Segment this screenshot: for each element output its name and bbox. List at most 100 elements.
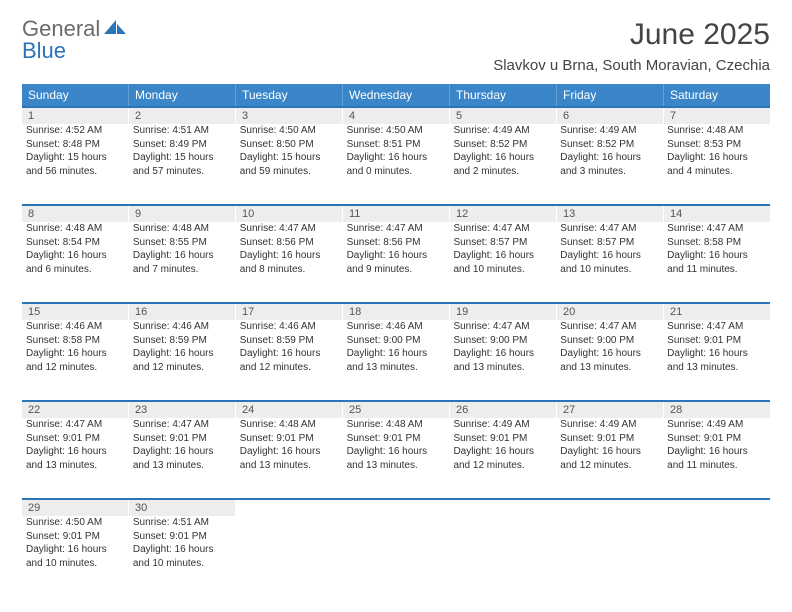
daynum-blank: [557, 500, 664, 516]
day-cell-empty: [449, 516, 556, 596]
daynum-15: 15: [22, 304, 129, 320]
week-row: Sunrise: 4:48 AMSunset: 8:54 PMDaylight:…: [22, 222, 770, 302]
sunrise-line: Sunrise: 4:47 AM: [453, 222, 552, 236]
daynum-blank: [664, 500, 770, 516]
daylight-line-2: and 12 minutes.: [560, 459, 659, 473]
sunset-line: Sunset: 9:01 PM: [453, 432, 552, 446]
daylight-line-2: and 10 minutes.: [133, 557, 232, 571]
day-cell-21: Sunrise: 4:47 AMSunset: 9:01 PMDaylight:…: [663, 320, 770, 400]
dow-friday: Friday: [557, 84, 664, 106]
daynum-row: 1234567: [22, 106, 770, 124]
sunrise-line: Sunrise: 4:50 AM: [347, 124, 446, 138]
location-text: Slavkov u Brna, South Moravian, Czechia: [493, 57, 770, 74]
daylight-line-1: Daylight: 16 hours: [453, 151, 552, 165]
sunrise-line: Sunrise: 4:47 AM: [133, 418, 232, 432]
daylight-line-1: Daylight: 16 hours: [560, 347, 659, 361]
daylight-line-2: and 56 minutes.: [26, 165, 125, 179]
daylight-line-2: and 2 minutes.: [453, 165, 552, 179]
sunset-line: Sunset: 8:57 PM: [560, 236, 659, 250]
day-cell-22: Sunrise: 4:47 AMSunset: 9:01 PMDaylight:…: [22, 418, 129, 498]
daynum-blank: [450, 500, 557, 516]
sunrise-line: Sunrise: 4:46 AM: [26, 320, 125, 334]
daylight-line-1: Daylight: 16 hours: [347, 347, 446, 361]
daylight-line-2: and 11 minutes.: [667, 263, 766, 277]
day-cell-12: Sunrise: 4:47 AMSunset: 8:57 PMDaylight:…: [449, 222, 556, 302]
daynum-8: 8: [22, 206, 129, 222]
daynum-14: 14: [664, 206, 770, 222]
week-row: Sunrise: 4:50 AMSunset: 9:01 PMDaylight:…: [22, 516, 770, 596]
daynum-29: 29: [22, 500, 129, 516]
sunrise-line: Sunrise: 4:47 AM: [347, 222, 446, 236]
daylight-line-2: and 13 minutes.: [347, 361, 446, 375]
daylight-line-2: and 59 minutes.: [240, 165, 339, 179]
sunrise-line: Sunrise: 4:49 AM: [560, 124, 659, 138]
daylight-line-2: and 13 minutes.: [560, 361, 659, 375]
dow-wednesday: Wednesday: [343, 84, 450, 106]
sunset-line: Sunset: 9:01 PM: [133, 432, 232, 446]
day-cell-4: Sunrise: 4:50 AMSunset: 8:51 PMDaylight:…: [343, 124, 450, 204]
day-cell-28: Sunrise: 4:49 AMSunset: 9:01 PMDaylight:…: [663, 418, 770, 498]
daynum-11: 11: [343, 206, 450, 222]
sunrise-line: Sunrise: 4:49 AM: [453, 124, 552, 138]
sunrise-line: Sunrise: 4:49 AM: [560, 418, 659, 432]
day-cell-2: Sunrise: 4:51 AMSunset: 8:49 PMDaylight:…: [129, 124, 236, 204]
daylight-line-1: Daylight: 16 hours: [26, 347, 125, 361]
daynum-22: 22: [22, 402, 129, 418]
daylight-line-1: Daylight: 16 hours: [133, 543, 232, 557]
sunrise-line: Sunrise: 4:48 AM: [26, 222, 125, 236]
daylight-line-1: Daylight: 16 hours: [133, 445, 232, 459]
sunset-line: Sunset: 8:56 PM: [347, 236, 446, 250]
daynum-10: 10: [236, 206, 343, 222]
daylight-line-1: Daylight: 16 hours: [26, 445, 125, 459]
daynum-18: 18: [343, 304, 450, 320]
sunrise-line: Sunrise: 4:47 AM: [26, 418, 125, 432]
daylight-line-2: and 3 minutes.: [560, 165, 659, 179]
daylight-line-1: Daylight: 16 hours: [453, 445, 552, 459]
sunrise-line: Sunrise: 4:52 AM: [26, 124, 125, 138]
sunrise-line: Sunrise: 4:48 AM: [240, 418, 339, 432]
weeks-container: 1234567Sunrise: 4:52 AMSunset: 8:48 PMDa…: [22, 106, 770, 596]
sunset-line: Sunset: 8:57 PM: [453, 236, 552, 250]
day-cell-25: Sunrise: 4:48 AMSunset: 9:01 PMDaylight:…: [343, 418, 450, 498]
day-cell-18: Sunrise: 4:46 AMSunset: 9:00 PMDaylight:…: [343, 320, 450, 400]
day-cell-13: Sunrise: 4:47 AMSunset: 8:57 PMDaylight:…: [556, 222, 663, 302]
sunrise-line: Sunrise: 4:48 AM: [667, 124, 766, 138]
day-cell-24: Sunrise: 4:48 AMSunset: 9:01 PMDaylight:…: [236, 418, 343, 498]
dow-thursday: Thursday: [450, 84, 557, 106]
dow-monday: Monday: [129, 84, 236, 106]
brand-logo: General Blue: [22, 18, 126, 62]
day-cell-15: Sunrise: 4:46 AMSunset: 8:58 PMDaylight:…: [22, 320, 129, 400]
sunset-line: Sunset: 8:52 PM: [560, 138, 659, 152]
sunset-line: Sunset: 8:53 PM: [667, 138, 766, 152]
day-cell-30: Sunrise: 4:51 AMSunset: 9:01 PMDaylight:…: [129, 516, 236, 596]
daylight-line-1: Daylight: 16 hours: [133, 347, 232, 361]
daylight-line-1: Daylight: 16 hours: [347, 445, 446, 459]
sunset-line: Sunset: 9:01 PM: [560, 432, 659, 446]
sunrise-line: Sunrise: 4:48 AM: [347, 418, 446, 432]
daylight-line-1: Daylight: 16 hours: [26, 543, 125, 557]
sunset-line: Sunset: 9:01 PM: [667, 334, 766, 348]
daynum-7: 7: [664, 108, 770, 124]
title-block: June 2025 Slavkov u Brna, South Moravian…: [493, 18, 770, 74]
sunset-line: Sunset: 8:58 PM: [26, 334, 125, 348]
day-cell-empty: [556, 516, 663, 596]
day-cell-29: Sunrise: 4:50 AMSunset: 9:01 PMDaylight:…: [22, 516, 129, 596]
daylight-line-1: Daylight: 16 hours: [240, 445, 339, 459]
daylight-line-2: and 13 minutes.: [453, 361, 552, 375]
daylight-line-2: and 12 minutes.: [240, 361, 339, 375]
daylight-line-1: Daylight: 16 hours: [347, 151, 446, 165]
sunset-line: Sunset: 9:01 PM: [667, 432, 766, 446]
day-cell-empty: [236, 516, 343, 596]
day-cell-1: Sunrise: 4:52 AMSunset: 8:48 PMDaylight:…: [22, 124, 129, 204]
day-cell-empty: [663, 516, 770, 596]
sunrise-line: Sunrise: 4:47 AM: [240, 222, 339, 236]
dow-sunday: Sunday: [22, 84, 129, 106]
daylight-line-2: and 12 minutes.: [133, 361, 232, 375]
daylight-line-2: and 10 minutes.: [560, 263, 659, 277]
day-cell-26: Sunrise: 4:49 AMSunset: 9:01 PMDaylight:…: [449, 418, 556, 498]
day-cell-27: Sunrise: 4:49 AMSunset: 9:01 PMDaylight:…: [556, 418, 663, 498]
daynum-6: 6: [557, 108, 664, 124]
sunrise-line: Sunrise: 4:49 AM: [667, 418, 766, 432]
sunset-line: Sunset: 9:01 PM: [347, 432, 446, 446]
daylight-line-1: Daylight: 16 hours: [453, 347, 552, 361]
